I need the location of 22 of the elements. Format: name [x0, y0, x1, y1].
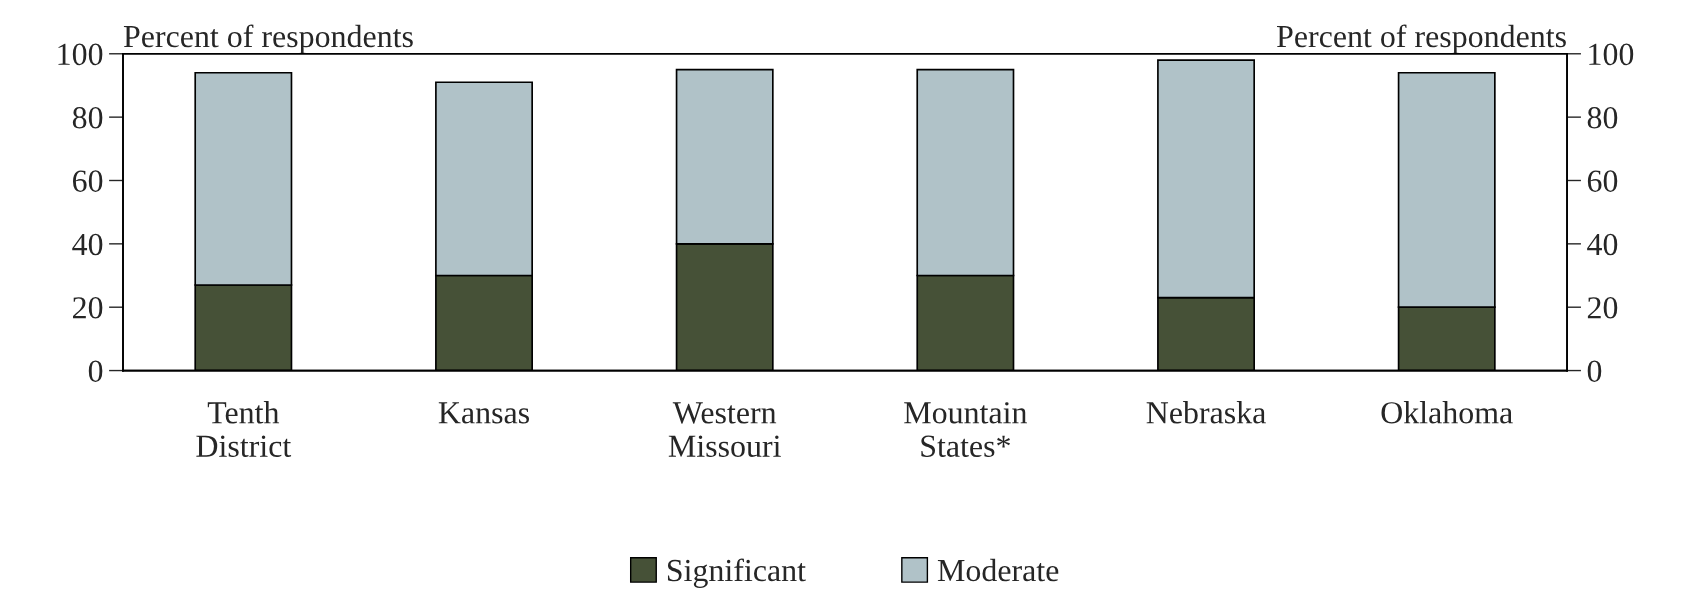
y-tick-label: 20: [73, 297, 103, 319]
y-tick-label: 100: [58, 43, 103, 66]
x-tick-label: Kansas: [438, 402, 529, 424]
y2-tick-label: 40: [1587, 233, 1618, 256]
y-tick-label: 80: [72, 106, 103, 129]
y2-tick-label: 80: [1587, 106, 1618, 129]
x-tick-label: Nebraska: [1146, 401, 1266, 424]
y-tick-label: 60: [72, 170, 103, 192]
x-tick-label: Mountain States*: [904, 402, 1027, 457]
y2-axis-title: Percent of respondents: [1277, 24, 1566, 54]
x-tick-label: Western Missouri: [668, 402, 781, 457]
y-tick-label: 0: [88, 360, 103, 382]
y-axis-title: Percent of respondents: [123, 24, 413, 54]
y2-tick-label: 20: [1587, 297, 1618, 319]
x-tick-label: Oklahoma: [1381, 401, 1513, 424]
y2-tick-label: 100: [1589, 43, 1634, 66]
y2-tick-label: 0: [1587, 360, 1602, 382]
legend-label: Moderate: [937, 558, 1059, 582]
x-tick-label: Tenth District: [196, 401, 292, 457]
legend-label: Significant: [667, 558, 806, 588]
y2-tick-label: 60: [1587, 170, 1618, 192]
y-tick-label: 40: [72, 233, 103, 256]
